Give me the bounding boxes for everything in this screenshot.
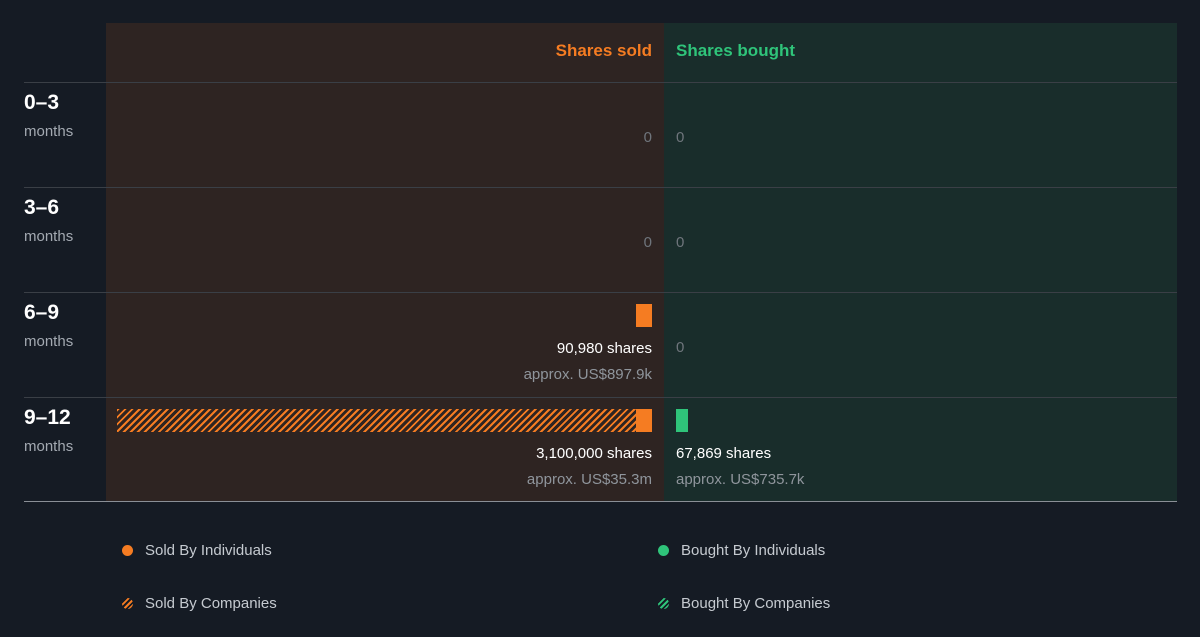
row-divider xyxy=(24,397,1177,398)
bought-approx-value-9-12: approx. US$735.7k xyxy=(676,471,805,488)
orange-hatched-dot-icon xyxy=(122,598,133,609)
row-label-0-3: 0–3 months xyxy=(24,91,73,140)
bar-sold-companies-9-12[interactable] xyxy=(117,409,636,432)
sold-shares-6-9: 90,980 shares xyxy=(556,340,652,357)
legend-sold-individuals: Sold By Individuals xyxy=(122,542,272,559)
sold-shares-9-12: 3,100,000 shares xyxy=(536,445,652,462)
period-unit: months xyxy=(24,333,74,350)
period-label: 9–12 xyxy=(24,406,71,429)
legend-label: Bought By Individuals xyxy=(681,542,826,559)
legend-label: Bought By Companies xyxy=(681,595,831,612)
legend-label: Sold By Companies xyxy=(145,595,277,612)
shares-bought-header: Shares bought xyxy=(676,41,796,60)
period-label: 0–3 xyxy=(24,91,60,114)
legend-sold-companies: Sold By Companies xyxy=(122,595,277,612)
bar-bought-individuals-9-12[interactable] xyxy=(676,409,688,432)
bought-value-3-6: 0 xyxy=(676,234,685,251)
bought-value-6-9: 0 xyxy=(676,339,685,356)
row-divider xyxy=(24,292,1177,293)
chart-baseline xyxy=(24,501,1177,502)
period-label: 6–9 xyxy=(24,301,60,324)
bar-sold-individuals-9-12[interactable] xyxy=(636,409,652,432)
shares-sold-header: Shares sold xyxy=(555,41,652,60)
sold-value-3-6: 0 xyxy=(643,234,652,251)
green-dot-icon xyxy=(658,545,669,556)
bought-shares-9-12: 67,869 shares xyxy=(676,445,772,462)
legend-bought-companies: Bought By Companies xyxy=(658,595,830,612)
period-unit: months xyxy=(24,438,74,455)
orange-dot-icon xyxy=(122,545,133,556)
green-hatched-dot-icon xyxy=(658,598,669,609)
bar-sold-individuals-6-9[interactable] xyxy=(636,304,652,327)
sold-approx-value-9-12: approx. US$35.3m xyxy=(526,471,652,488)
legend-bought-individuals: Bought By Individuals xyxy=(658,542,825,559)
row-divider xyxy=(24,82,1177,83)
sold-value-0-3: 0 xyxy=(643,129,652,146)
row-label-9-12: 9–12 months xyxy=(24,406,73,455)
period-unit: months xyxy=(24,123,74,140)
shares-bought-panel xyxy=(664,23,1177,501)
legend-label: Sold By Individuals xyxy=(145,542,272,559)
bought-value-0-3: 0 xyxy=(676,129,685,146)
period-unit: months xyxy=(24,228,74,245)
sold-approx-value-6-9: approx. US$897.9k xyxy=(523,366,652,383)
row-divider xyxy=(24,187,1177,188)
row-label-6-9: 6–9 months xyxy=(24,301,73,350)
period-label: 3–6 xyxy=(24,196,60,219)
row-label-3-6: 3–6 months xyxy=(24,196,73,245)
